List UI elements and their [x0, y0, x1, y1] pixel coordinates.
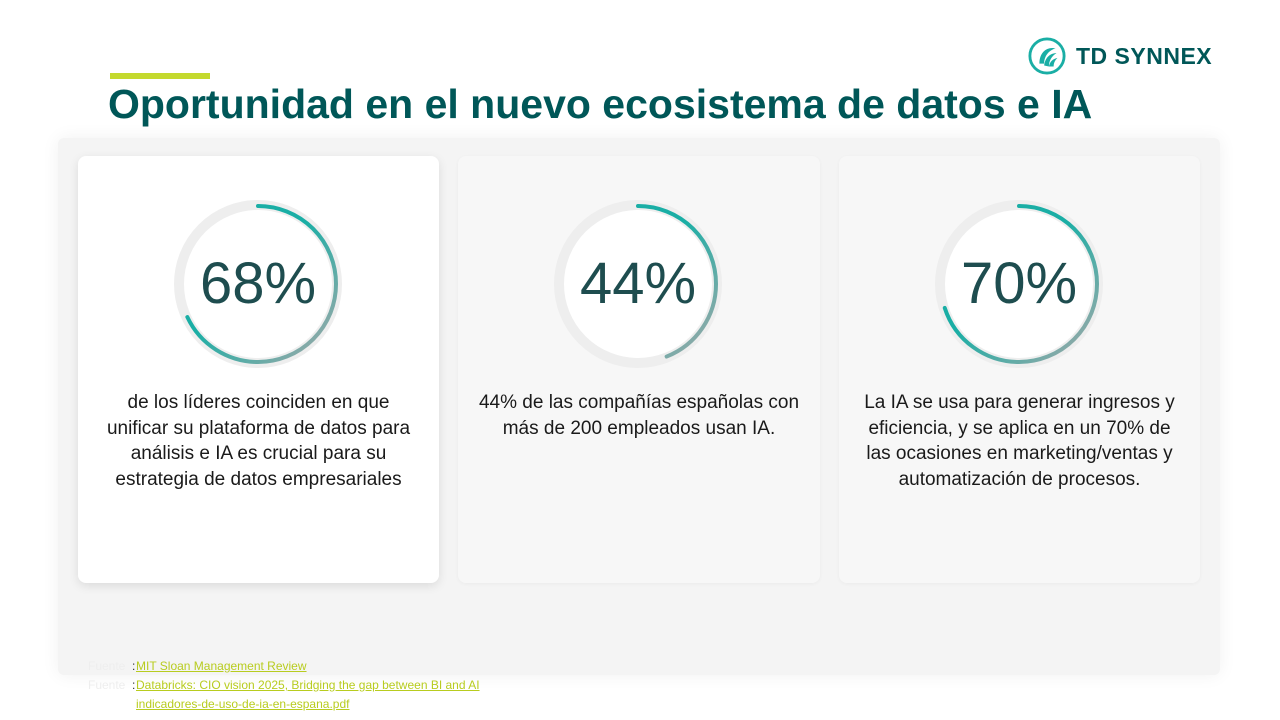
- stat-description: 44% de las compañías españolas con más d…: [478, 392, 800, 439]
- ring-progress-arc: [558, 204, 718, 364]
- title-accent-bar: [110, 73, 210, 79]
- stat-description: de los líderes coinciden en que unificar…: [106, 392, 411, 490]
- source-label: Fuente: [88, 678, 126, 692]
- progress-ring-graphic: [174, 200, 342, 368]
- stat-card-1: 68% de los líderes coinciden en que unif…: [78, 156, 439, 583]
- td-synnex-logo-icon: [1028, 37, 1066, 75]
- ring-progress-arc: [178, 204, 338, 364]
- source-label: Fuente: [88, 659, 126, 673]
- stat-value: 68%: [199, 251, 317, 316]
- source-link-databricks[interactable]: Databricks: CIO vision 2025, Bridging th…: [136, 678, 480, 692]
- source-line: Fuente: MIT Sloan Management Review: [88, 657, 480, 676]
- progress-ring-graphic: [554, 200, 722, 368]
- source-line: Fuente: Databricks: CIO vision 2025, Bri…: [88, 676, 480, 695]
- stat-description: La IA se usa para generar ingresos y efi…: [864, 392, 1175, 490]
- td-synnex-logo: TD SYNNEX: [1028, 36, 1212, 76]
- stat-value: 70%: [960, 251, 1078, 316]
- sources-footnote: Fuente: MIT Sloan Management Review Fuen…: [88, 657, 480, 714]
- brand-name: TD SYNNEX: [1076, 42, 1213, 69]
- stat-card-2: 44% 44% de las compañías españolas con m…: [458, 156, 820, 583]
- source-link-indicadores-pdf[interactable]: indicadores-de-uso-de-ia-en-espana.pdf: [136, 697, 350, 711]
- stat-card-3: 70% La IA se usa para generar ingresos y…: [839, 156, 1200, 583]
- source-link-mit-sloan[interactable]: MIT Sloan Management Review: [136, 659, 307, 673]
- page-title: Oportunidad en el nuevo ecosistema de da…: [108, 81, 1093, 127]
- progress-ring: 44%: [548, 194, 728, 374]
- progress-ring-graphic: [935, 200, 1103, 368]
- ring-progress-arc: [939, 204, 1099, 364]
- stat-value: 44%: [579, 251, 697, 316]
- progress-ring: 68%: [168, 194, 348, 374]
- source-line: indicadores-de-uso-de-ia-en-espana.pdf: [88, 695, 480, 714]
- progress-ring: 70%: [929, 194, 1109, 374]
